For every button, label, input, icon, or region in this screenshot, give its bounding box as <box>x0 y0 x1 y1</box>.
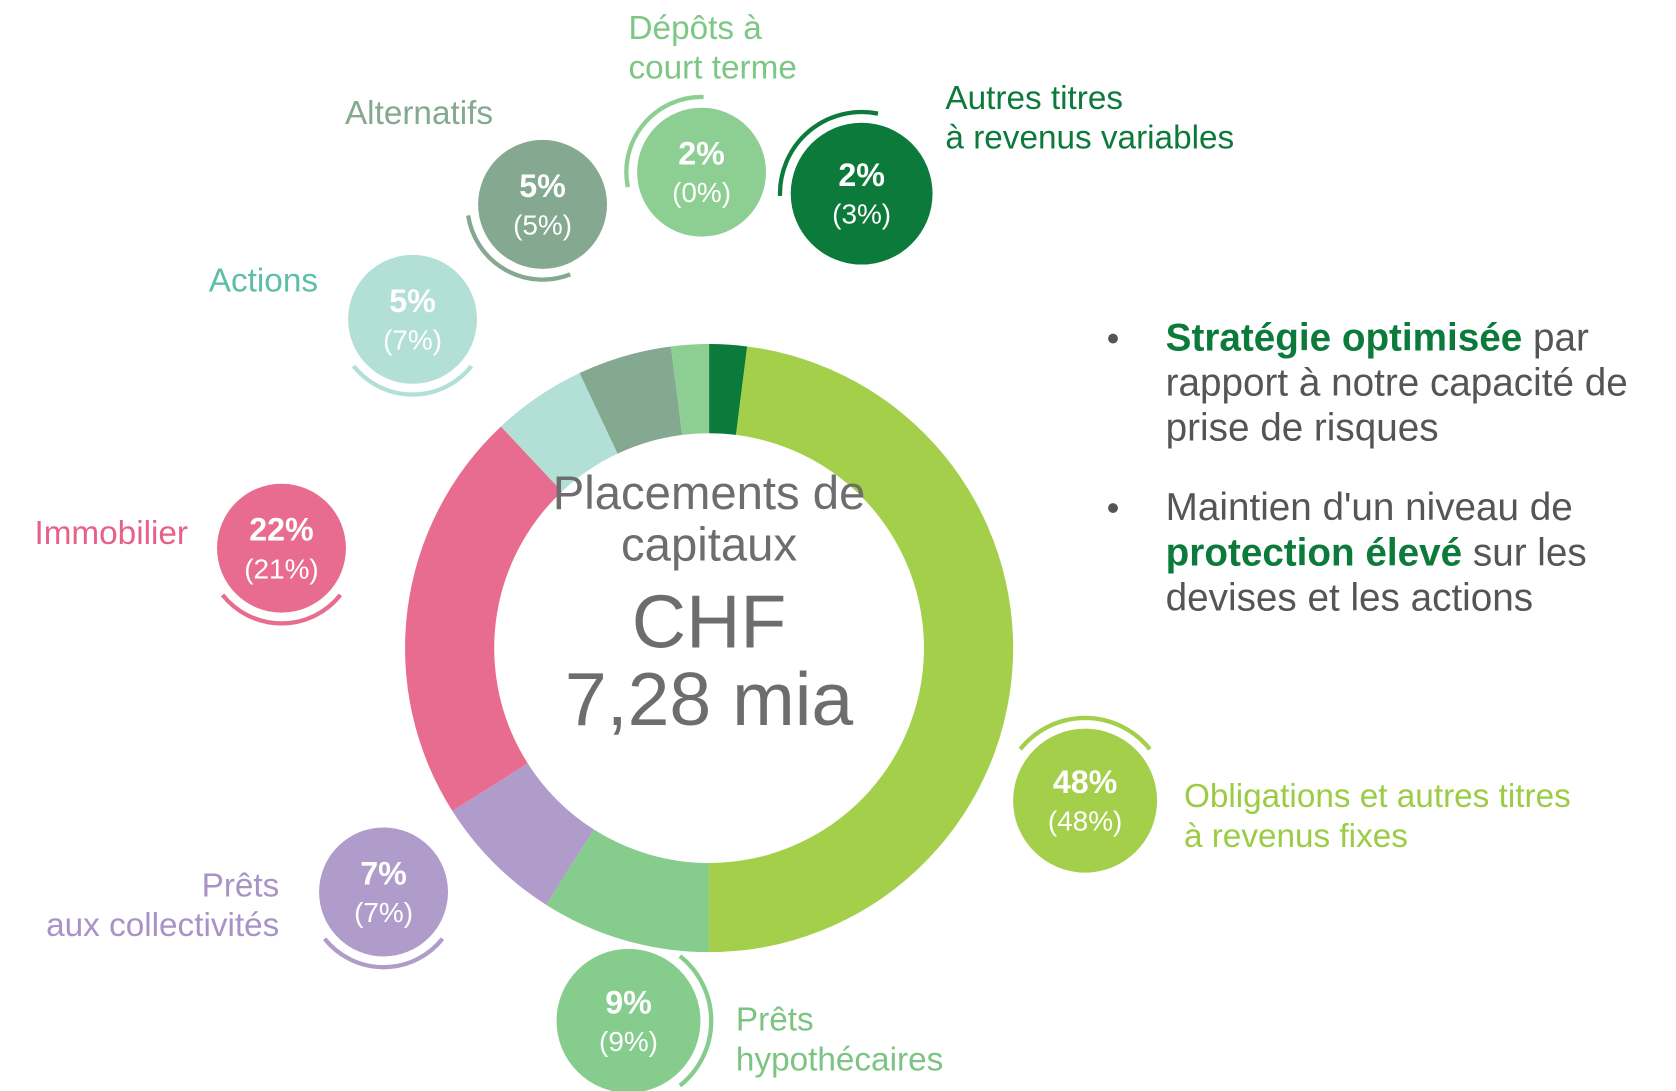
comparison-label: (9%) <box>599 1026 658 1057</box>
value-label: 5% <box>389 283 436 319</box>
center-text: 7,28 mia <box>565 657 854 741</box>
bubble-arc <box>322 937 445 970</box>
category-label: Prêts <box>202 867 280 904</box>
bubble <box>217 483 346 613</box>
category-label: Dépôts à <box>629 10 763 47</box>
bullet-text: prise de risques <box>1166 407 1439 450</box>
bubble <box>319 827 449 957</box>
bubble <box>348 254 478 384</box>
bullet-text: Maintien d'un niveau de <box>1166 486 1573 529</box>
bubble-arc <box>777 109 879 196</box>
comparison-label: (7%) <box>354 897 413 928</box>
category-label: Immobilier <box>34 515 188 552</box>
category-label: Alternatifs <box>345 95 493 132</box>
donut-segment <box>452 763 594 905</box>
center-text: capitaux <box>621 518 797 571</box>
bubble-arc <box>351 364 474 397</box>
bullet-span: rapport à notre capacité de <box>1166 362 1628 405</box>
comparison-label: (48%) <box>1048 806 1122 837</box>
bullet-span: Maintien d'un niveau de <box>1166 486 1573 529</box>
bubble-arc <box>624 94 704 188</box>
comparison-label: (7%) <box>383 324 442 355</box>
value-label: 48% <box>1053 764 1118 800</box>
value-label: 5% <box>519 168 566 204</box>
value-label: 22% <box>249 512 313 548</box>
comparison-label: (3%) <box>832 199 891 230</box>
value-label: 2% <box>838 157 885 193</box>
bubble <box>1013 728 1158 873</box>
bullet-emphasis: protection élevé <box>1166 531 1462 574</box>
category-label: Autres titres <box>945 80 1123 117</box>
donut-segment <box>709 346 1014 953</box>
donut-segment <box>405 426 562 812</box>
bullet-text: devises et les actions <box>1166 576 1533 619</box>
bubble-arc <box>466 215 571 282</box>
bubble <box>637 107 767 237</box>
category-label: Prêts <box>736 1002 814 1039</box>
bullet-text: protection élevé sur les <box>1166 531 1587 574</box>
bullet-span: sur les <box>1462 531 1587 574</box>
comparison-label: (5%) <box>513 209 572 240</box>
comparison-label: (21%) <box>244 553 318 584</box>
bubble-arc <box>220 593 343 626</box>
bubble <box>790 122 933 265</box>
bubble-arc <box>1018 715 1152 751</box>
bullet-span: par <box>1522 317 1589 360</box>
bubble <box>556 948 701 1091</box>
bullet-dot: • <box>1107 318 1120 359</box>
value-label: 7% <box>360 855 407 891</box>
comparison-label: (0%) <box>672 177 731 208</box>
donut-segment <box>579 346 683 454</box>
value-label: 2% <box>678 136 725 172</box>
value-label: 9% <box>605 984 652 1020</box>
category-label: hypothécaires <box>736 1041 943 1078</box>
category-label: court terme <box>629 50 797 87</box>
bullet-dot: • <box>1107 487 1120 528</box>
center-text: Placements de <box>553 467 866 520</box>
bubble <box>478 139 608 269</box>
center-text: CHF <box>632 580 787 664</box>
donut-segment <box>670 344 710 435</box>
category-label: à revenus variables <box>945 120 1234 157</box>
category-label: Obligations et autres titres <box>1184 778 1571 815</box>
bubble-arc <box>678 954 714 1088</box>
bullet-emphasis: Stratégie optimisée <box>1166 317 1523 360</box>
donut-segment <box>546 829 710 953</box>
donut-segment <box>500 372 618 492</box>
bullet-text: Stratégie optimisée par <box>1166 317 1589 360</box>
category-label: à revenus fixes <box>1184 818 1408 855</box>
category-label: aux collectivités <box>46 907 279 944</box>
bullet-span: devises et les actions <box>1166 576 1533 619</box>
category-label: Actions <box>209 262 318 299</box>
donut-segment <box>709 344 748 435</box>
bullet-span: prise de risques <box>1166 407 1439 450</box>
bullet-text: rapport à notre capacité de <box>1166 362 1628 405</box>
